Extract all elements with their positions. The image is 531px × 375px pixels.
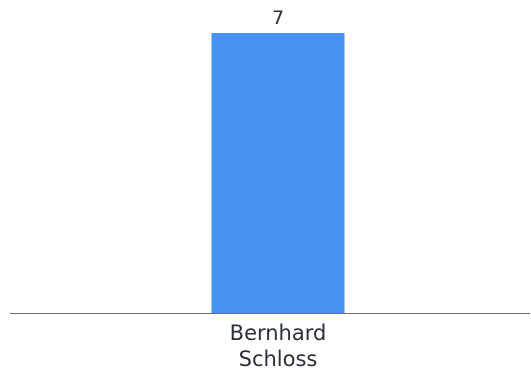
bar [211, 33, 345, 313]
labels-layer: 7 Bernhard Schloss [230, 7, 327, 371]
data-label: 7 [272, 7, 284, 29]
x-tick-label: Bernhard Schloss [230, 321, 327, 371]
bars-layer [211, 33, 345, 313]
